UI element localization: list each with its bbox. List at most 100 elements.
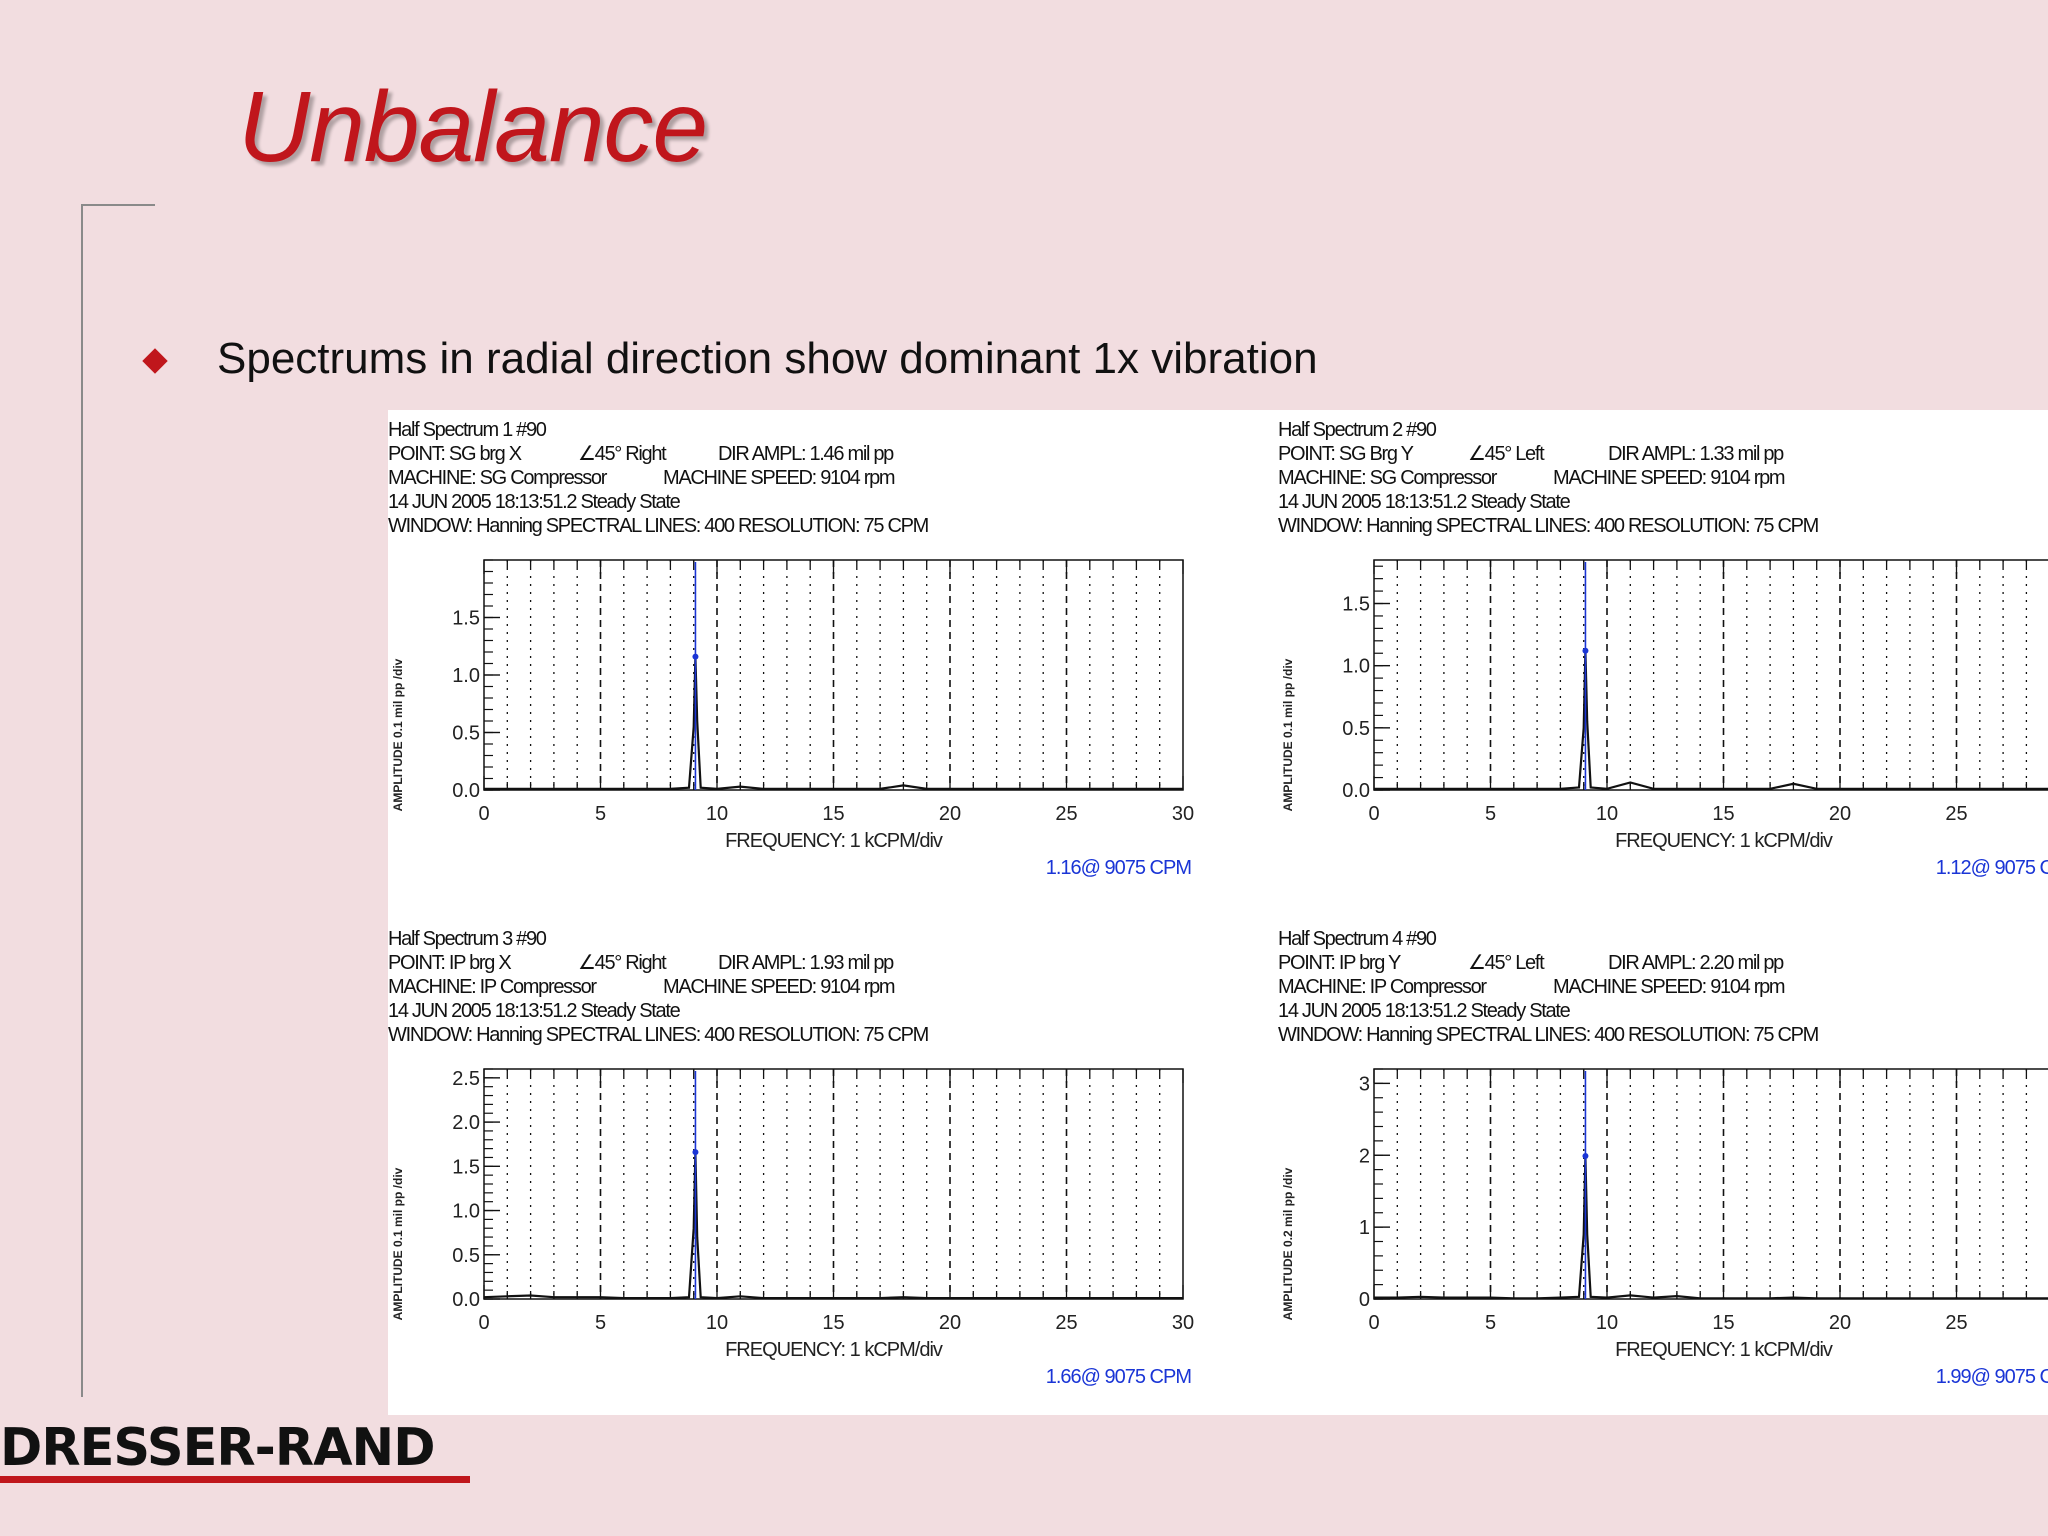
plot-frame bbox=[1373, 1068, 2048, 1300]
x-tick-label: 20 bbox=[1829, 803, 1851, 825]
y-tick-label: 0.5 bbox=[452, 723, 480, 745]
y-tick-label: 3 bbox=[1359, 1073, 1370, 1095]
y-tick-label: 2.5 bbox=[452, 1068, 480, 1090]
x-tick-label: 25 bbox=[1945, 803, 1967, 825]
chart-header-line: WINDOW: Hanning SPECTRAL LINES: 400 RESO… bbox=[1278, 515, 1819, 537]
x-tick-label: 0 bbox=[1368, 1312, 1379, 1334]
spectrum-chart-1: Half Spectrum 1 #90 POINT: SG brg X ∠45° R… bbox=[388, 410, 1278, 910]
x-axis-label: FREQUENCY: 1 kCPM/div bbox=[1615, 1339, 1833, 1361]
x-tick-label: 15 bbox=[822, 1312, 844, 1334]
x-tick-label: 25 bbox=[1945, 1312, 1967, 1334]
chart-header-line: DIR AMPL: 2.20 mil pp bbox=[1608, 952, 1784, 974]
x-tick-label: 0 bbox=[478, 803, 489, 825]
chart-header-line: 14 JUN 2005 18:13:51.2 Steady State bbox=[1278, 1000, 1571, 1022]
peak-marker bbox=[1582, 1152, 1589, 1159]
chart-header-line: WINDOW: Hanning SPECTRAL LINES: 400 RESO… bbox=[388, 515, 929, 537]
x-tick-label: 5 bbox=[1485, 803, 1496, 825]
chart-header-line: ∠45° Left bbox=[1468, 952, 1545, 974]
chart-header-line: MACHINE SPEED: 9104 rpm bbox=[1553, 467, 1786, 489]
chart-header-line: 14 JUN 2005 18:13:51.2 Steady State bbox=[1278, 491, 1571, 513]
spectrum-line bbox=[1374, 1155, 2048, 1300]
x-tick-label: 25 bbox=[1055, 1312, 1077, 1334]
chart-header-line: DIR AMPL: 1.93 mil pp bbox=[718, 952, 894, 974]
chart-header-line: WINDOW: Hanning SPECTRAL LINES: 400 RESO… bbox=[388, 1024, 929, 1046]
y-axis-label: AMPLITUDE 0.1 mil pp /div bbox=[391, 1167, 405, 1320]
spectrum-line bbox=[483, 1152, 1183, 1300]
x-tick-label: 10 bbox=[706, 803, 728, 825]
x-tick-label: 0 bbox=[1368, 803, 1379, 825]
y-tick-label: 0.0 bbox=[452, 780, 480, 802]
spectrum-chart-3: Half Spectrum 3 #90 POINT: IP brg X ∠45° R… bbox=[388, 919, 1278, 1415]
spectrum-line bbox=[1374, 650, 2048, 790]
y-tick-label: 1.0 bbox=[1342, 656, 1370, 678]
bullet-diamond-icon bbox=[142, 348, 168, 374]
chart-header-line: POINT: SG Brg Y bbox=[1278, 443, 1414, 465]
x-tick-label: 15 bbox=[822, 803, 844, 825]
x-tick-label: 25 bbox=[1055, 803, 1077, 825]
peak-value-label: 1.66@ 9075 CPM bbox=[1046, 1366, 1192, 1388]
y-tick-label: 1.5 bbox=[452, 608, 480, 630]
x-tick-label: 20 bbox=[939, 1312, 961, 1334]
chart-header-line: ∠45° Left bbox=[1468, 443, 1545, 465]
bullet-text: Spectrums in radial direction show domin… bbox=[217, 334, 1318, 383]
peak-marker bbox=[692, 653, 699, 660]
x-tick-label: 5 bbox=[595, 1312, 606, 1334]
x-tick-label: 0 bbox=[478, 1312, 489, 1334]
chart-header-line: ∠45° Right bbox=[578, 443, 667, 465]
chart-header-line: 14 JUN 2005 18:13:51.2 Steady State bbox=[388, 491, 681, 513]
chart-header-line: MACHINE: IP Compressor bbox=[388, 976, 597, 998]
peak-value-label: 1.12@ 9075 CPM bbox=[1936, 857, 2048, 879]
chart-header-line: MACHINE: SG Compressor bbox=[1278, 467, 1497, 489]
peak-marker bbox=[692, 1149, 699, 1156]
y-tick-label: 0 bbox=[1359, 1289, 1370, 1311]
chart-header-line: MACHINE SPEED: 9104 rpm bbox=[663, 467, 896, 489]
slide-title: Unbalance bbox=[238, 71, 708, 183]
chart-header-line: POINT: IP brg X bbox=[388, 952, 512, 974]
spectrum-plot: 0 5 10 15 20 25 30 0.0 0.5 1.0 1.5 2.0 2.5 FREQUENCY:… bbox=[391, 1068, 1194, 1388]
y-tick-label: 1.0 bbox=[452, 665, 480, 687]
frame-line-vertical bbox=[81, 205, 83, 1397]
chart-header-line: MACHINE SPEED: 9104 rpm bbox=[1553, 976, 1786, 998]
chart-header-line: ∠45° Right bbox=[578, 952, 667, 974]
y-tick-label: 0.5 bbox=[452, 1245, 480, 1267]
y-axis-label: AMPLITUDE 0.1 mil pp /div bbox=[1281, 658, 1295, 811]
x-tick-label: 10 bbox=[706, 1312, 728, 1334]
chart-header-line: WINDOW: Hanning SPECTRAL LINES: 400 RESO… bbox=[1278, 1024, 1819, 1046]
x-axis-label: FREQUENCY: 1 kCPM/div bbox=[725, 1339, 943, 1361]
x-tick-label: 15 bbox=[1712, 1312, 1734, 1334]
x-tick-label: 15 bbox=[1712, 803, 1734, 825]
x-tick-label: 10 bbox=[1596, 803, 1618, 825]
y-tick-label: 1.0 bbox=[452, 1201, 480, 1223]
logo-underline bbox=[0, 1476, 470, 1483]
y-tick-label: 0.0 bbox=[452, 1289, 480, 1311]
chart-header-line: DIR AMPL: 1.33 mil pp bbox=[1608, 443, 1784, 465]
chart-header-line: Half Spectrum 1 #90 bbox=[388, 419, 547, 441]
y-tick-label: 2 bbox=[1359, 1145, 1370, 1167]
spectra-panel: Half Spectrum 1 #90 POINT: SG brg X ∠45° R… bbox=[388, 410, 2048, 1415]
peak-value-label: 1.99@ 9075 CPM bbox=[1936, 1366, 2048, 1388]
x-tick-label: 30 bbox=[1172, 803, 1194, 825]
x-axis-label: FREQUENCY: 1 kCPM/div bbox=[725, 830, 943, 852]
frame-line-horizontal bbox=[81, 204, 155, 206]
x-tick-label: 20 bbox=[1829, 1312, 1851, 1334]
x-axis-label: FREQUENCY: 1 kCPM/div bbox=[1615, 830, 1833, 852]
y-tick-label: 0.0 bbox=[1342, 780, 1370, 802]
x-tick-label: 10 bbox=[1596, 1312, 1618, 1334]
peak-marker bbox=[1582, 647, 1589, 654]
y-tick-label: 1.5 bbox=[452, 1156, 480, 1178]
chart-header-line: POINT: SG brg X bbox=[388, 443, 522, 465]
x-tick-label: 5 bbox=[1485, 1312, 1496, 1334]
chart-header-line: POINT: IP brg Y bbox=[1278, 952, 1401, 974]
chart-header-line: MACHINE: IP Compressor bbox=[1278, 976, 1487, 998]
x-tick-label: 5 bbox=[595, 803, 606, 825]
x-tick-label: 20 bbox=[939, 803, 961, 825]
y-axis-label: AMPLITUDE 0.2 mil pp /div bbox=[1281, 1167, 1295, 1320]
chart-header-line: 14 JUN 2005 18:13:51.2 Steady State bbox=[388, 1000, 681, 1022]
chart-header-line: MACHINE SPEED: 9104 rpm bbox=[663, 976, 896, 998]
spectrum-plot: 0510152025300123FREQUENCY: 1 kCPM/divAMP… bbox=[1281, 1068, 2048, 1388]
company-logo: DRESSER-RAND bbox=[0, 1418, 436, 1478]
y-tick-label: 1.5 bbox=[1342, 594, 1370, 616]
y-tick-label: 2.0 bbox=[452, 1112, 480, 1134]
chart-header-line: Half Spectrum 4 #90 bbox=[1278, 928, 1437, 950]
